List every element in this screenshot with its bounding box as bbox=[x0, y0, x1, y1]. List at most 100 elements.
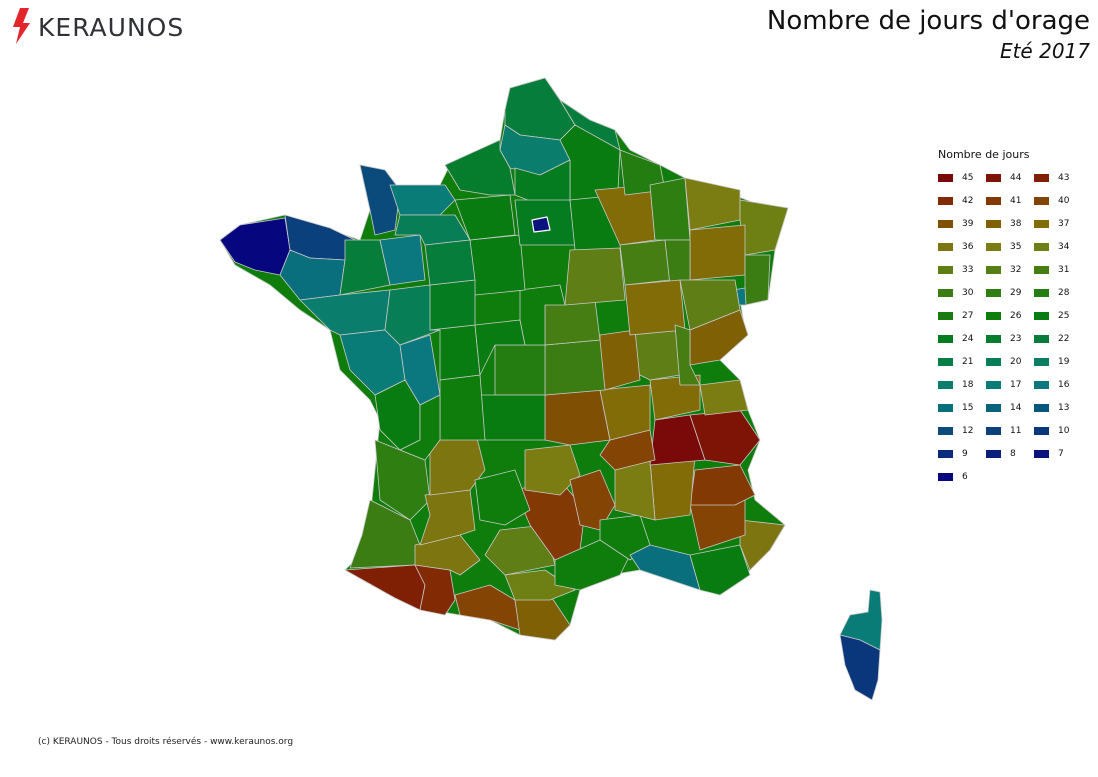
legend-item: 15 bbox=[938, 401, 986, 415]
legend-swatch bbox=[938, 404, 953, 412]
legend-label: 34 bbox=[1058, 242, 1070, 252]
legend-item: 42 bbox=[938, 194, 986, 208]
legend-swatch bbox=[1034, 381, 1049, 389]
legend-item: 37 bbox=[1034, 217, 1082, 231]
legend-item: 36 bbox=[938, 240, 986, 254]
department-region bbox=[689, 544, 751, 596]
legend-item: 10 bbox=[1034, 424, 1082, 438]
legend-label: 6 bbox=[962, 472, 968, 482]
legend-swatch bbox=[938, 473, 953, 481]
legend-label: 36 bbox=[962, 242, 974, 252]
department-region bbox=[599, 329, 641, 391]
legend-item: 18 bbox=[938, 378, 986, 392]
legend-swatch bbox=[986, 450, 1001, 458]
legend-item: 16 bbox=[1034, 378, 1082, 392]
legend-swatch bbox=[1034, 427, 1049, 435]
legend-swatch bbox=[938, 358, 953, 366]
legend-label: 13 bbox=[1058, 403, 1070, 413]
department-region bbox=[474, 469, 531, 526]
legend-label: 37 bbox=[1058, 219, 1070, 229]
legend-label: 20 bbox=[1010, 357, 1022, 367]
legend-item: 19 bbox=[1034, 355, 1082, 369]
brand-logo: KERAUNOS bbox=[8, 6, 218, 46]
corsica-south bbox=[839, 634, 881, 701]
legend-swatch bbox=[938, 220, 953, 228]
legend-item: 28 bbox=[1034, 286, 1082, 300]
department-region bbox=[344, 564, 426, 611]
legend-swatch bbox=[938, 312, 953, 320]
legend-item: 33 bbox=[938, 263, 986, 277]
legend-item: 39 bbox=[938, 217, 986, 231]
paris-department bbox=[531, 216, 551, 233]
legend-label: 22 bbox=[1058, 334, 1070, 344]
lightning-bolt-icon bbox=[13, 8, 30, 44]
legend-label: 26 bbox=[1010, 311, 1022, 321]
department-region bbox=[544, 339, 606, 396]
map-subtitle: Eté 2017 bbox=[999, 39, 1090, 63]
department-region bbox=[469, 234, 526, 296]
legend-item: 31 bbox=[1034, 263, 1082, 277]
legend-item: 8 bbox=[986, 447, 1034, 461]
department-region bbox=[699, 379, 749, 416]
department-region bbox=[429, 279, 476, 331]
department-region bbox=[524, 444, 581, 496]
legend-swatch bbox=[938, 174, 953, 182]
department-region bbox=[399, 394, 441, 461]
department-region bbox=[649, 177, 691, 241]
legend-swatch bbox=[1034, 404, 1049, 412]
brand-name: KERAUNOS bbox=[38, 13, 184, 42]
legend-swatch bbox=[1034, 266, 1049, 274]
legend-label: 15 bbox=[962, 403, 974, 413]
department-region bbox=[494, 344, 546, 396]
department-region bbox=[544, 389, 611, 446]
department-region bbox=[504, 569, 576, 601]
legend-item: 38 bbox=[986, 217, 1034, 231]
legend-label: 39 bbox=[962, 219, 974, 229]
legend-swatch bbox=[938, 427, 953, 435]
legend-label: 10 bbox=[1058, 426, 1070, 436]
legend-label: 28 bbox=[1058, 288, 1070, 298]
legend-swatch bbox=[938, 335, 953, 343]
legend-item: 23 bbox=[986, 332, 1034, 346]
legend-label: 19 bbox=[1058, 357, 1070, 367]
legend-item: 34 bbox=[1034, 240, 1082, 254]
legend-label: 14 bbox=[1010, 403, 1022, 413]
legend-item: 29 bbox=[986, 286, 1034, 300]
legend-item: 12 bbox=[938, 424, 986, 438]
legend-label: 29 bbox=[1010, 288, 1022, 298]
legend-label: 7 bbox=[1058, 449, 1064, 459]
department-region bbox=[379, 234, 426, 286]
legend-item: 17 bbox=[986, 378, 1034, 392]
legend-label: 45 bbox=[962, 173, 974, 183]
legend-title: Nombre de jours bbox=[938, 148, 1030, 161]
legend-item: 41 bbox=[986, 194, 1034, 208]
department-region bbox=[614, 459, 656, 521]
legend-swatch bbox=[986, 335, 1001, 343]
legend-swatch bbox=[1034, 335, 1049, 343]
legend-label: 21 bbox=[962, 357, 974, 367]
department-region bbox=[504, 77, 576, 141]
legend-item: 6 bbox=[938, 470, 986, 484]
legend-swatch bbox=[1034, 220, 1049, 228]
legend-label: 8 bbox=[1010, 449, 1016, 459]
department-region bbox=[339, 239, 391, 296]
legend-label: 23 bbox=[1010, 334, 1022, 344]
legend-label: 31 bbox=[1058, 265, 1070, 275]
legend-label: 33 bbox=[962, 265, 974, 275]
legend: Nombre de jours 45 44 43 42 41 40 39 38 37 36 35 34… bbox=[938, 148, 1088, 484]
legend-label: 41 bbox=[1010, 196, 1022, 206]
legend-swatch bbox=[986, 174, 1001, 182]
copyright-footer: (c) KERAUNOS - Tous droits réservés - ww… bbox=[38, 737, 294, 747]
legend-label: 35 bbox=[1010, 242, 1022, 252]
legend-label: 30 bbox=[962, 288, 974, 298]
legend-label: 27 bbox=[962, 311, 974, 321]
legend-item: 32 bbox=[986, 263, 1034, 277]
department-region bbox=[519, 284, 566, 346]
legend-item: 26 bbox=[986, 309, 1034, 323]
legend-swatch bbox=[938, 450, 953, 458]
legend-label: 40 bbox=[1058, 196, 1070, 206]
legend-swatch bbox=[1034, 358, 1049, 366]
department-region bbox=[424, 239, 476, 286]
legend-label: 17 bbox=[1010, 380, 1022, 390]
legend-item: 7 bbox=[1034, 447, 1082, 461]
